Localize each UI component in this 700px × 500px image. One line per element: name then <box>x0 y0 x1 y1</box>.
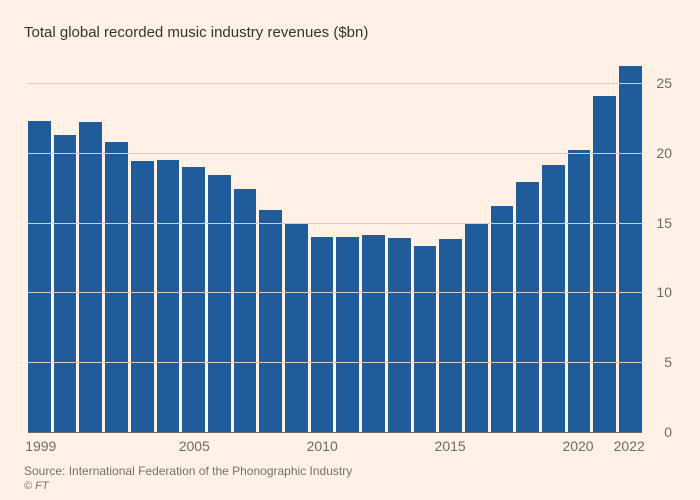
bar <box>362 235 385 432</box>
bar <box>105 142 128 432</box>
x-tick-label: 2022 <box>614 438 645 454</box>
bar <box>542 165 565 432</box>
bar <box>465 223 488 432</box>
y-tick-label: 25 <box>656 75 672 91</box>
x-tick-label: 2020 <box>562 438 593 454</box>
bar <box>182 167 205 432</box>
credit-text: © FT <box>24 480 676 492</box>
bar <box>619 66 642 432</box>
bar <box>259 210 282 432</box>
x-axis: 1999 2005 2010 2015 2020 2022 <box>28 432 642 458</box>
chart-container: Total global recorded music industry rev… <box>0 0 700 500</box>
bar <box>414 246 437 432</box>
y-tick-label: 0 <box>664 424 672 440</box>
gridline <box>28 292 642 293</box>
y-tick-label: 15 <box>656 215 672 231</box>
bar <box>79 122 102 432</box>
gridline <box>28 83 642 84</box>
gridline <box>28 153 642 154</box>
x-tick-label: 2015 <box>435 438 466 454</box>
y-tick-label: 20 <box>656 145 672 161</box>
bar <box>388 238 411 432</box>
bar <box>439 239 462 432</box>
bar <box>208 175 231 432</box>
bar <box>491 206 514 432</box>
bar <box>234 189 257 432</box>
bar <box>593 96 616 433</box>
bar <box>568 150 591 432</box>
bar <box>54 135 77 432</box>
y-tick-label: 5 <box>664 354 672 370</box>
bar <box>28 121 51 432</box>
bar <box>516 182 539 432</box>
x-tick-label: 2005 <box>179 438 210 454</box>
bar <box>157 160 180 432</box>
x-tick-label: 1999 <box>25 438 56 454</box>
chart-subtitle: Total global recorded music industry rev… <box>24 24 676 41</box>
x-tick-label: 2010 <box>307 438 338 454</box>
bar <box>311 237 334 432</box>
plot-area: 0510152025 <box>28 55 642 432</box>
gridline <box>28 362 642 363</box>
bars-group <box>28 55 642 432</box>
bar <box>285 224 308 432</box>
bar <box>336 237 359 432</box>
bar <box>131 161 154 432</box>
chart-footer: Source: International Federation of the … <box>24 464 676 492</box>
source-text: Source: International Federation of the … <box>24 464 676 478</box>
gridline <box>28 223 642 224</box>
y-tick-label: 10 <box>656 284 672 300</box>
